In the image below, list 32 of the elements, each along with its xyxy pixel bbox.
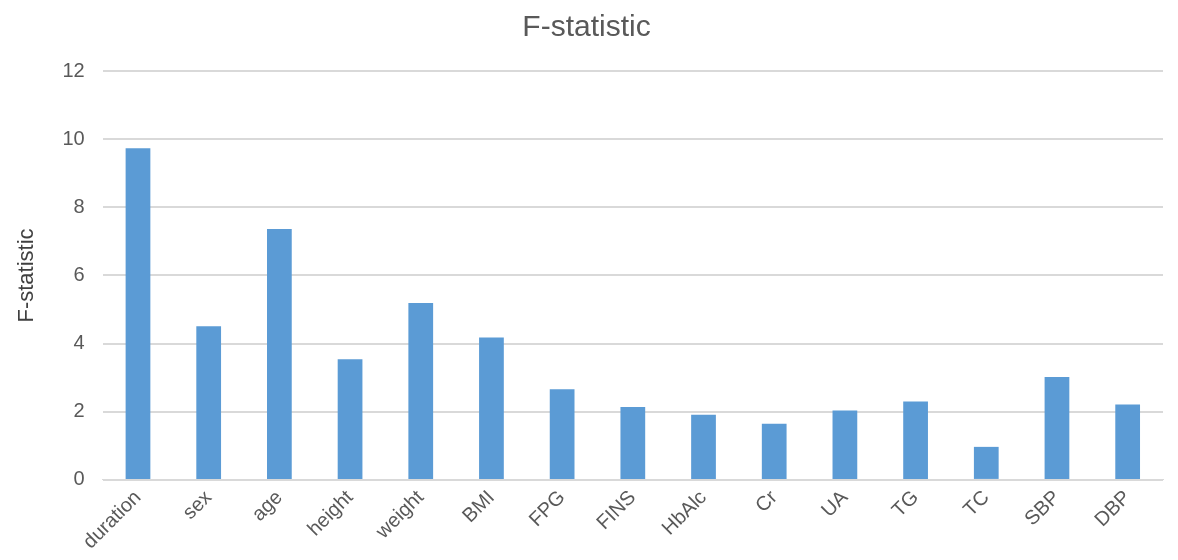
y-tick-label: 2 (73, 399, 85, 422)
y-tick-label: 8 (73, 194, 85, 217)
bar (196, 326, 222, 479)
x-tick-label: TG (887, 485, 923, 521)
y-axis-title: F-statistic (13, 228, 39, 323)
x-tick-label: UA (816, 485, 853, 521)
bar (549, 389, 575, 479)
y-tick-label: 10 (62, 126, 85, 149)
x-tick-label: SBP (1019, 485, 1064, 530)
y-tick-label: 4 (73, 331, 85, 354)
bar (479, 337, 504, 479)
y-tick-label: 0 (73, 467, 85, 490)
x-tick-label: age (246, 485, 287, 525)
bar (620, 407, 646, 479)
bar (973, 446, 999, 479)
bar (1044, 377, 1070, 479)
x-tick-label: Cr (750, 485, 782, 517)
bar (267, 229, 292, 479)
bar (691, 414, 716, 479)
chart-title: F-statistic (522, 9, 651, 43)
x-tick-label: TC (958, 485, 993, 520)
bar (408, 303, 434, 479)
y-tick-label: 12 (62, 58, 85, 81)
bar (1115, 404, 1141, 479)
y-tick-label: 6 (73, 262, 85, 285)
x-tick-label: sex (177, 485, 216, 524)
bar (337, 359, 363, 479)
bar (832, 410, 858, 479)
bar (761, 423, 787, 479)
bar (125, 148, 151, 479)
x-tick-label: BMI (457, 485, 499, 527)
bar (903, 401, 928, 479)
